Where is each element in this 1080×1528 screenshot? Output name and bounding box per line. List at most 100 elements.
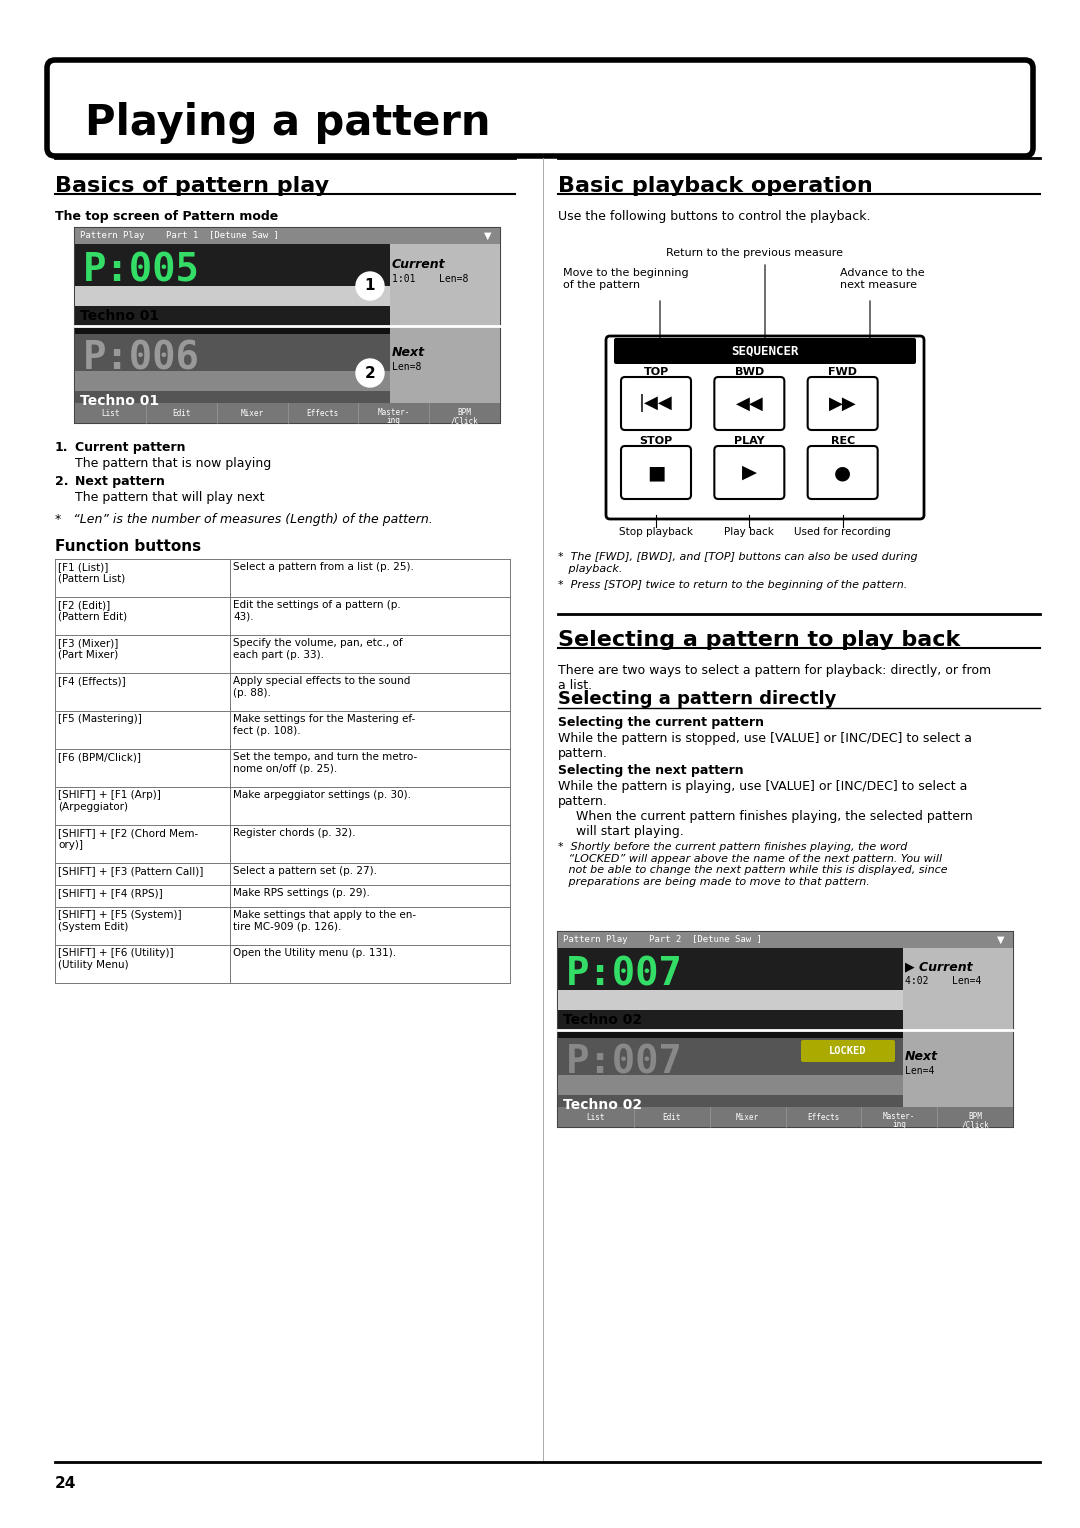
Bar: [558, 1106, 1013, 1128]
Text: Edit: Edit: [662, 1112, 681, 1122]
Text: STOP: STOP: [639, 435, 673, 446]
Text: 2.: 2.: [55, 475, 68, 487]
Text: [F2 (Edit)]
(Pattern Edit): [F2 (Edit)] (Pattern Edit): [58, 601, 127, 622]
Text: Techno 02: Techno 02: [563, 1013, 643, 1027]
Text: Specify the volume, pan, etc., of
each part (p. 33).: Specify the volume, pan, etc., of each p…: [233, 639, 403, 660]
Bar: [75, 403, 500, 423]
Text: [SHIFT] + [F6 (Utility)]
(Utility Menu): [SHIFT] + [F6 (Utility)] (Utility Menu): [58, 947, 174, 970]
Text: BPM: BPM: [458, 408, 472, 417]
Text: FWD: FWD: [828, 367, 858, 377]
Text: PLAY: PLAY: [734, 435, 765, 446]
Text: List: List: [586, 1112, 605, 1122]
Text: The top screen of Pattern mode: The top screen of Pattern mode: [55, 209, 279, 223]
Circle shape: [356, 359, 384, 387]
Text: Open the Utility menu (p. 131).: Open the Utility menu (p. 131).: [233, 947, 396, 958]
Text: P:007: P:007: [566, 957, 683, 995]
Text: When the current pattern finishes playing, the selected pattern
will start playi: When the current pattern finishes playin…: [576, 810, 973, 837]
Text: While the pattern is playing, use [VALUE] or [INC/DEC] to select a
pattern.: While the pattern is playing, use [VALUE…: [558, 779, 968, 808]
Bar: [558, 1038, 903, 1115]
Text: [SHIFT] + [F4 (RPS)]: [SHIFT] + [F4 (RPS)]: [58, 888, 163, 898]
Text: Current: Current: [392, 258, 446, 270]
Bar: [390, 325, 500, 411]
Text: Set the tempo, and turn the metro-
nome on/off (p. 25).: Set the tempo, and turn the metro- nome …: [233, 752, 417, 773]
Text: [SHIFT] + [F3 (Pattern Call)]: [SHIFT] + [F3 (Pattern Call)]: [58, 866, 203, 876]
Text: Move to the beginning
of the pattern: Move to the beginning of the pattern: [563, 267, 689, 290]
Text: Stop playback: Stop playback: [619, 527, 693, 536]
Text: ▶ Current: ▶ Current: [905, 960, 973, 973]
Text: Used for recording: Used for recording: [794, 527, 891, 536]
Text: ■: ■: [647, 463, 665, 481]
Text: [F6 (BPM/Click)]: [F6 (BPM/Click)]: [58, 752, 141, 762]
Text: Apply special effects to the sound
(p. 88).: Apply special effects to the sound (p. 8…: [233, 675, 410, 698]
Text: Current pattern: Current pattern: [75, 442, 186, 454]
FancyBboxPatch shape: [621, 377, 691, 429]
Text: [SHIFT] + [F2 (Chord Mem-
ory)]: [SHIFT] + [F2 (Chord Mem- ory)]: [58, 828, 199, 850]
Text: Mixer: Mixer: [241, 408, 264, 417]
Bar: [558, 1030, 903, 1038]
Text: 4:02    Len=4: 4:02 Len=4: [905, 976, 982, 986]
Text: Select a pattern set (p. 27).: Select a pattern set (p. 27).: [233, 866, 377, 876]
FancyBboxPatch shape: [808, 446, 878, 500]
Text: Effects: Effects: [307, 408, 339, 417]
Text: |◀◀: |◀◀: [639, 394, 673, 413]
Text: Play back: Play back: [725, 527, 774, 536]
Text: *  Press [STOP] twice to return to the beginning of the pattern.: * Press [STOP] twice to return to the be…: [558, 581, 907, 590]
Text: *   “Len” is the number of measures (Length) of the pattern.: * “Len” is the number of measures (Lengt…: [55, 513, 433, 526]
Text: Playing a pattern: Playing a pattern: [85, 102, 490, 144]
Bar: [75, 228, 500, 423]
Text: Make RPS settings (p. 29).: Make RPS settings (p. 29).: [233, 888, 369, 898]
Bar: [75, 228, 500, 244]
Text: BWD: BWD: [734, 367, 764, 377]
Text: Selecting a pattern directly: Selecting a pattern directly: [558, 691, 836, 707]
Text: Select a pattern from a list (p. 25).: Select a pattern from a list (p. 25).: [233, 562, 414, 571]
Text: ▼: ▼: [484, 231, 491, 241]
Bar: [75, 244, 390, 325]
Text: Pattern Play    Part 1  [Detune Saw ]: Pattern Play Part 1 [Detune Saw ]: [80, 232, 279, 240]
FancyBboxPatch shape: [714, 377, 784, 429]
Text: Edit: Edit: [172, 408, 190, 417]
FancyBboxPatch shape: [808, 377, 878, 429]
Bar: [75, 325, 390, 335]
Bar: [558, 990, 903, 1010]
Text: Next: Next: [392, 345, 426, 359]
Text: P:005: P:005: [83, 252, 200, 290]
Text: Master-: Master-: [883, 1112, 916, 1122]
Text: Edit the settings of a pattern (p.
43).: Edit the settings of a pattern (p. 43).: [233, 601, 401, 622]
FancyBboxPatch shape: [606, 336, 924, 520]
Text: Make arpeggiator settings (p. 30).: Make arpeggiator settings (p. 30).: [233, 790, 411, 801]
Text: Selecting the next pattern: Selecting the next pattern: [558, 764, 744, 778]
Text: *  Shortly before the current pattern finishes playing, the word
   “LOCKED” wil: * Shortly before the current pattern fin…: [558, 842, 947, 886]
Text: Next pattern: Next pattern: [75, 475, 165, 487]
Bar: [75, 371, 390, 391]
Text: Pattern Play    Part 2  [Detune Saw ]: Pattern Play Part 2 [Detune Saw ]: [563, 935, 761, 944]
FancyBboxPatch shape: [801, 1041, 895, 1062]
Bar: [75, 286, 390, 306]
Text: *  The [FWD], [BWD], and [TOP] buttons can also be used during
   playback.: * The [FWD], [BWD], and [TOP] buttons ca…: [558, 552, 918, 573]
Text: BPM: BPM: [968, 1112, 982, 1122]
Text: ▶▶: ▶▶: [828, 394, 856, 413]
Text: 1: 1: [365, 278, 375, 293]
Text: Techno 01: Techno 01: [80, 394, 159, 408]
Text: 2: 2: [365, 365, 376, 380]
Text: ▼: ▼: [997, 935, 1004, 944]
Text: LOCKED: LOCKED: [829, 1047, 867, 1056]
Text: Master-: Master-: [378, 408, 410, 417]
Text: Mixer: Mixer: [737, 1112, 759, 1122]
FancyBboxPatch shape: [621, 446, 691, 500]
Bar: [558, 1076, 903, 1096]
Text: SEQUENCER: SEQUENCER: [731, 344, 799, 358]
Text: Selecting the current pattern: Selecting the current pattern: [558, 717, 764, 729]
Text: Basics of pattern play: Basics of pattern play: [55, 176, 329, 196]
Text: TOP: TOP: [644, 367, 669, 377]
Text: [F3 (Mixer)]
(Part Mixer): [F3 (Mixer)] (Part Mixer): [58, 639, 119, 660]
Text: /Click: /Click: [961, 1120, 989, 1129]
Text: There are two ways to select a pattern for playback: directly, or from
a list.: There are two ways to select a pattern f…: [558, 665, 991, 692]
Text: Effects: Effects: [807, 1112, 839, 1122]
Text: ●: ●: [834, 463, 851, 481]
Bar: [903, 1030, 1013, 1115]
Text: Advance to the
next measure: Advance to the next measure: [840, 267, 924, 290]
Bar: [558, 932, 1013, 1128]
Bar: [390, 244, 500, 325]
Circle shape: [356, 272, 384, 299]
Text: Function buttons: Function buttons: [55, 539, 201, 555]
